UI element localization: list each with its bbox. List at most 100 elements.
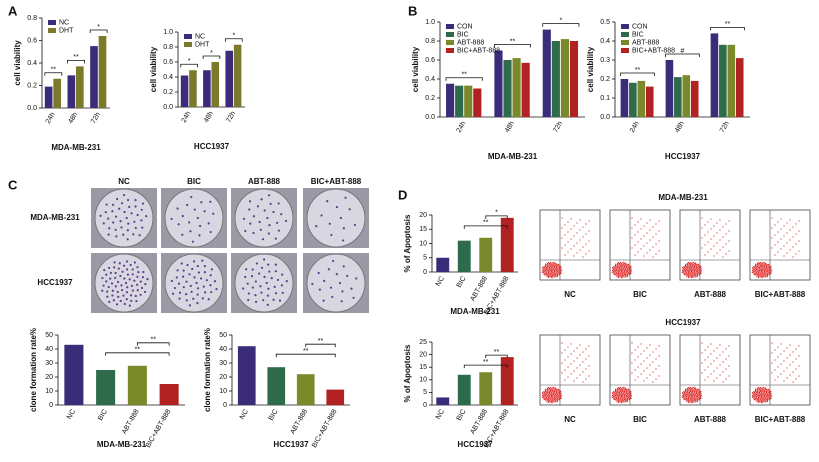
- event: [689, 386, 692, 389]
- bar: [44, 86, 53, 108]
- significance-label: *: [495, 210, 498, 217]
- event: [694, 400, 697, 402]
- event: [553, 388, 555, 390]
- event: [619, 271, 621, 273]
- event: [552, 270, 554, 272]
- event: [688, 270, 691, 272]
- event: [690, 398, 692, 401]
- event: [555, 392, 557, 395]
- event: [771, 372, 773, 374]
- event: [761, 397, 763, 399]
- event: [553, 263, 555, 265]
- event: [687, 271, 690, 273]
- event: [616, 389, 618, 391]
- event: [649, 239, 651, 241]
- event: [762, 276, 764, 278]
- event: [613, 270, 615, 273]
- event: [552, 392, 554, 394]
- event: [700, 272, 702, 275]
- event: [550, 273, 552, 276]
- colony: [123, 193, 126, 197]
- event: [770, 267, 772, 269]
- event: [550, 392, 552, 394]
- colony: [335, 205, 339, 209]
- event: [722, 256, 724, 258]
- event: [694, 401, 696, 403]
- event: [546, 397, 548, 400]
- event: [613, 392, 616, 394]
- event: [789, 249, 791, 251]
- significance-label: **: [135, 347, 141, 354]
- event: [765, 271, 768, 273]
- event: [554, 392, 556, 394]
- event: [552, 401, 554, 403]
- colony: [263, 209, 266, 212]
- event: [765, 394, 767, 397]
- event: [761, 387, 764, 389]
- event: [689, 401, 691, 403]
- event: [548, 393, 550, 395]
- colony: [267, 263, 270, 266]
- event: [556, 263, 558, 266]
- event: [547, 275, 550, 277]
- event: [541, 267, 544, 269]
- y-tick-label: 20: [45, 374, 53, 381]
- event: [655, 243, 657, 245]
- bar: [237, 346, 256, 405]
- colony: [112, 221, 115, 224]
- event: [755, 266, 757, 268]
- event: [588, 230, 590, 232]
- event: [763, 398, 766, 401]
- event: [625, 266, 628, 268]
- event: [688, 395, 691, 397]
- event: [617, 269, 619, 271]
- event: [582, 361, 584, 363]
- event: [777, 241, 779, 243]
- colony: [355, 277, 358, 280]
- colony: [342, 265, 345, 268]
- event: [612, 268, 614, 270]
- event: [690, 275, 692, 277]
- event: [658, 345, 660, 347]
- event: [766, 263, 768, 266]
- event: [631, 362, 633, 364]
- event: [763, 389, 765, 392]
- colony: [170, 217, 173, 221]
- colony: [210, 290, 213, 294]
- event: [761, 262, 764, 264]
- colony: [185, 293, 188, 296]
- event: [658, 250, 660, 252]
- event: [704, 234, 706, 236]
- event: [697, 391, 699, 393]
- event: [556, 399, 559, 402]
- event: [541, 269, 544, 272]
- y-tick-label: 10: [45, 388, 53, 395]
- colony: [143, 290, 147, 294]
- colony: [136, 283, 139, 286]
- event: [759, 269, 761, 271]
- event: [626, 275, 628, 278]
- event: [765, 272, 767, 274]
- event: [640, 228, 642, 230]
- y-tick-label: 20: [419, 351, 427, 358]
- colony: [332, 259, 335, 263]
- event: [618, 389, 620, 391]
- event: [688, 262, 691, 265]
- event: [695, 272, 697, 274]
- event: [767, 392, 769, 395]
- colony: [251, 286, 255, 289]
- y-axis-label: cell viability: [411, 46, 420, 92]
- event: [764, 271, 766, 273]
- event: [613, 267, 616, 269]
- event: [623, 398, 626, 401]
- colony: [326, 200, 329, 203]
- event: [699, 271, 702, 273]
- event: [758, 387, 761, 390]
- event: [774, 369, 776, 371]
- event: [573, 245, 575, 247]
- event: [694, 393, 696, 396]
- event: [623, 272, 625, 274]
- event: [766, 268, 769, 271]
- event: [701, 352, 703, 354]
- event: [573, 380, 575, 382]
